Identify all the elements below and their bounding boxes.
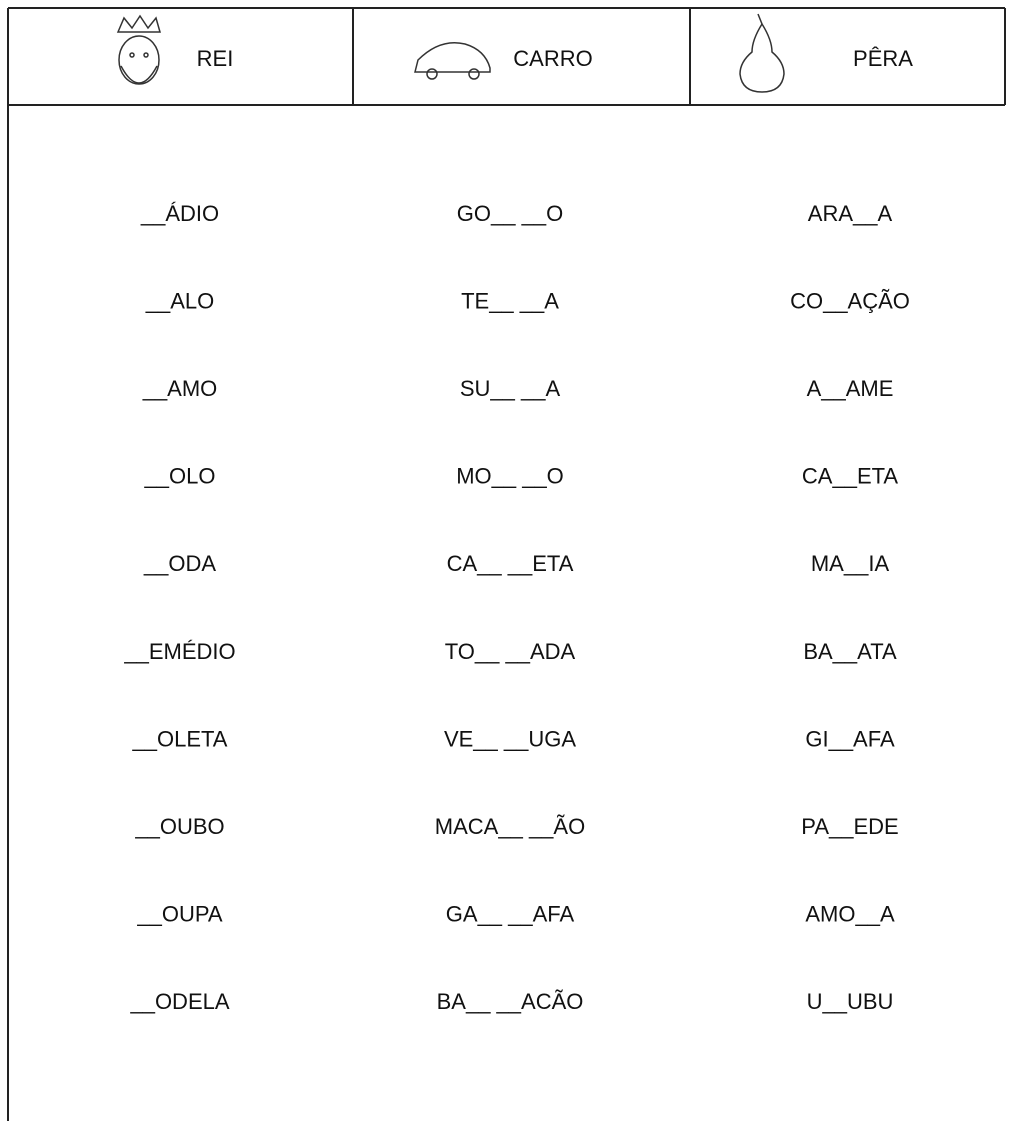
word: __AMO	[142, 376, 218, 401]
word: __OUBO	[134, 814, 224, 839]
word: GA__ __AFA	[446, 902, 575, 927]
word: __ÁDIO	[140, 201, 219, 226]
word: __EMÉDIO	[123, 639, 235, 664]
word: __ALO	[145, 288, 215, 313]
word: ARA__A	[808, 201, 893, 226]
pear-icon	[739, 13, 785, 93]
car-icon	[414, 42, 491, 80]
word: PA__EDE	[801, 814, 898, 839]
word: CO__AÇÃO	[790, 288, 910, 313]
column-header: CARRO	[513, 46, 592, 71]
word: __OLO	[144, 464, 216, 489]
king-icon	[116, 14, 161, 85]
word: __ODA	[143, 551, 216, 576]
word: SU__ __A	[460, 376, 561, 401]
column-header: REI	[197, 46, 234, 71]
word: AMO__A	[805, 902, 895, 927]
word: TE__ __A	[461, 288, 559, 313]
column-header: PÊRA	[853, 46, 913, 71]
word: TO__ __ADA	[445, 639, 576, 664]
word: __OUPA	[136, 902, 223, 927]
word: __OLETA	[132, 726, 228, 751]
word: MO__ __O	[456, 464, 564, 489]
word: VE__ __UGA	[444, 726, 576, 751]
word: CA__ETA	[802, 464, 899, 489]
word: BA__ __ACÃO	[437, 989, 584, 1014]
word: GI__AFA	[805, 726, 895, 751]
word: MA__IA	[811, 551, 890, 576]
word: MACA__ __ÃO	[435, 814, 585, 839]
word: U__UBU	[807, 989, 894, 1014]
word: BA__ATA	[803, 639, 897, 664]
word: __ODELA	[129, 989, 229, 1014]
word: GO__ __O	[457, 201, 563, 226]
word: A__AME	[807, 376, 894, 401]
word: CA__ __ETA	[447, 551, 574, 576]
